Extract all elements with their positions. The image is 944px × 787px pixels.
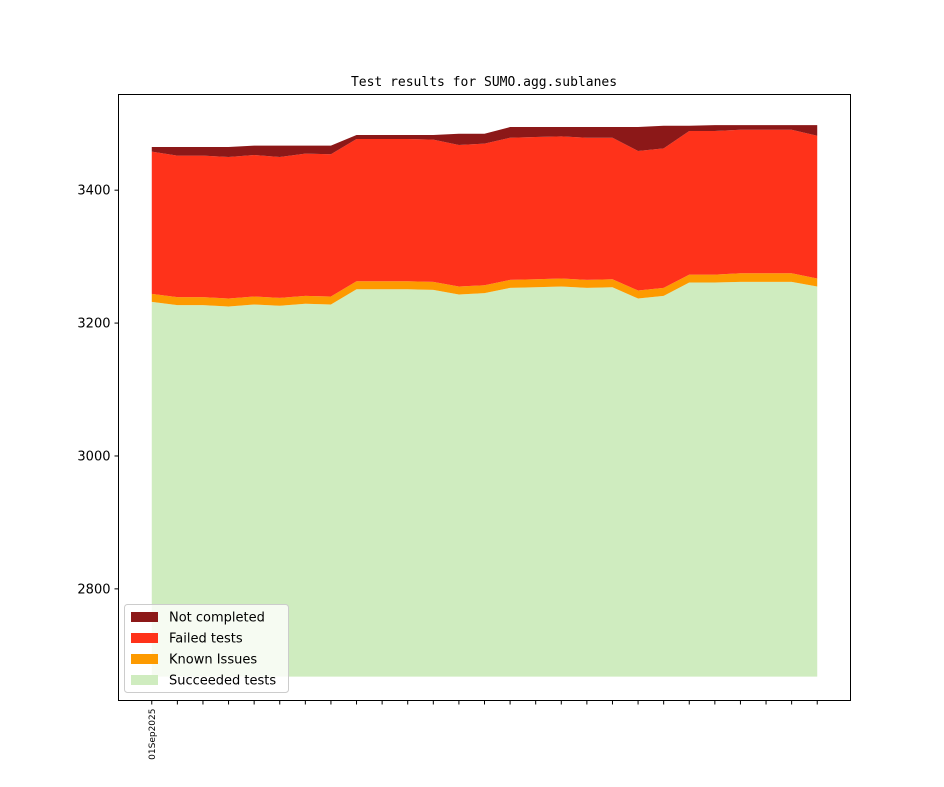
area-not-completed (151, 125, 818, 157)
legend-label: Not completed (169, 611, 265, 626)
y-tick-label: 3400 (77, 184, 110, 199)
y-tick-label: 2800 (77, 582, 110, 597)
legend-label: Failed tests (169, 632, 243, 647)
legend-swatch (131, 675, 158, 685)
chart-title: Test results for SUMO.agg.sublanes (351, 75, 617, 90)
legend-swatch (131, 654, 158, 664)
legend-swatch (131, 633, 158, 643)
x-axis: 01Sep2025 (148, 700, 818, 760)
area-known-issues (151, 273, 818, 307)
legend-label: Known Issues (169, 653, 257, 668)
area-succeeded-tests (151, 281, 818, 677)
y-tick-label: 3000 (77, 449, 110, 464)
area-layers (151, 125, 818, 677)
legend-box (124, 604, 289, 693)
legend-label: Succeeded tests (169, 674, 276, 689)
y-axis: 2800 3000 3200 3400 (77, 184, 119, 597)
x-tick-label: 01Sep2025 (148, 709, 158, 760)
y-tick-label: 3200 (77, 317, 110, 332)
area-failed-tests (151, 129, 818, 299)
legend-swatch (131, 612, 158, 622)
legend: Not completed Failed tests Known Issues Suc… (124, 604, 289, 693)
